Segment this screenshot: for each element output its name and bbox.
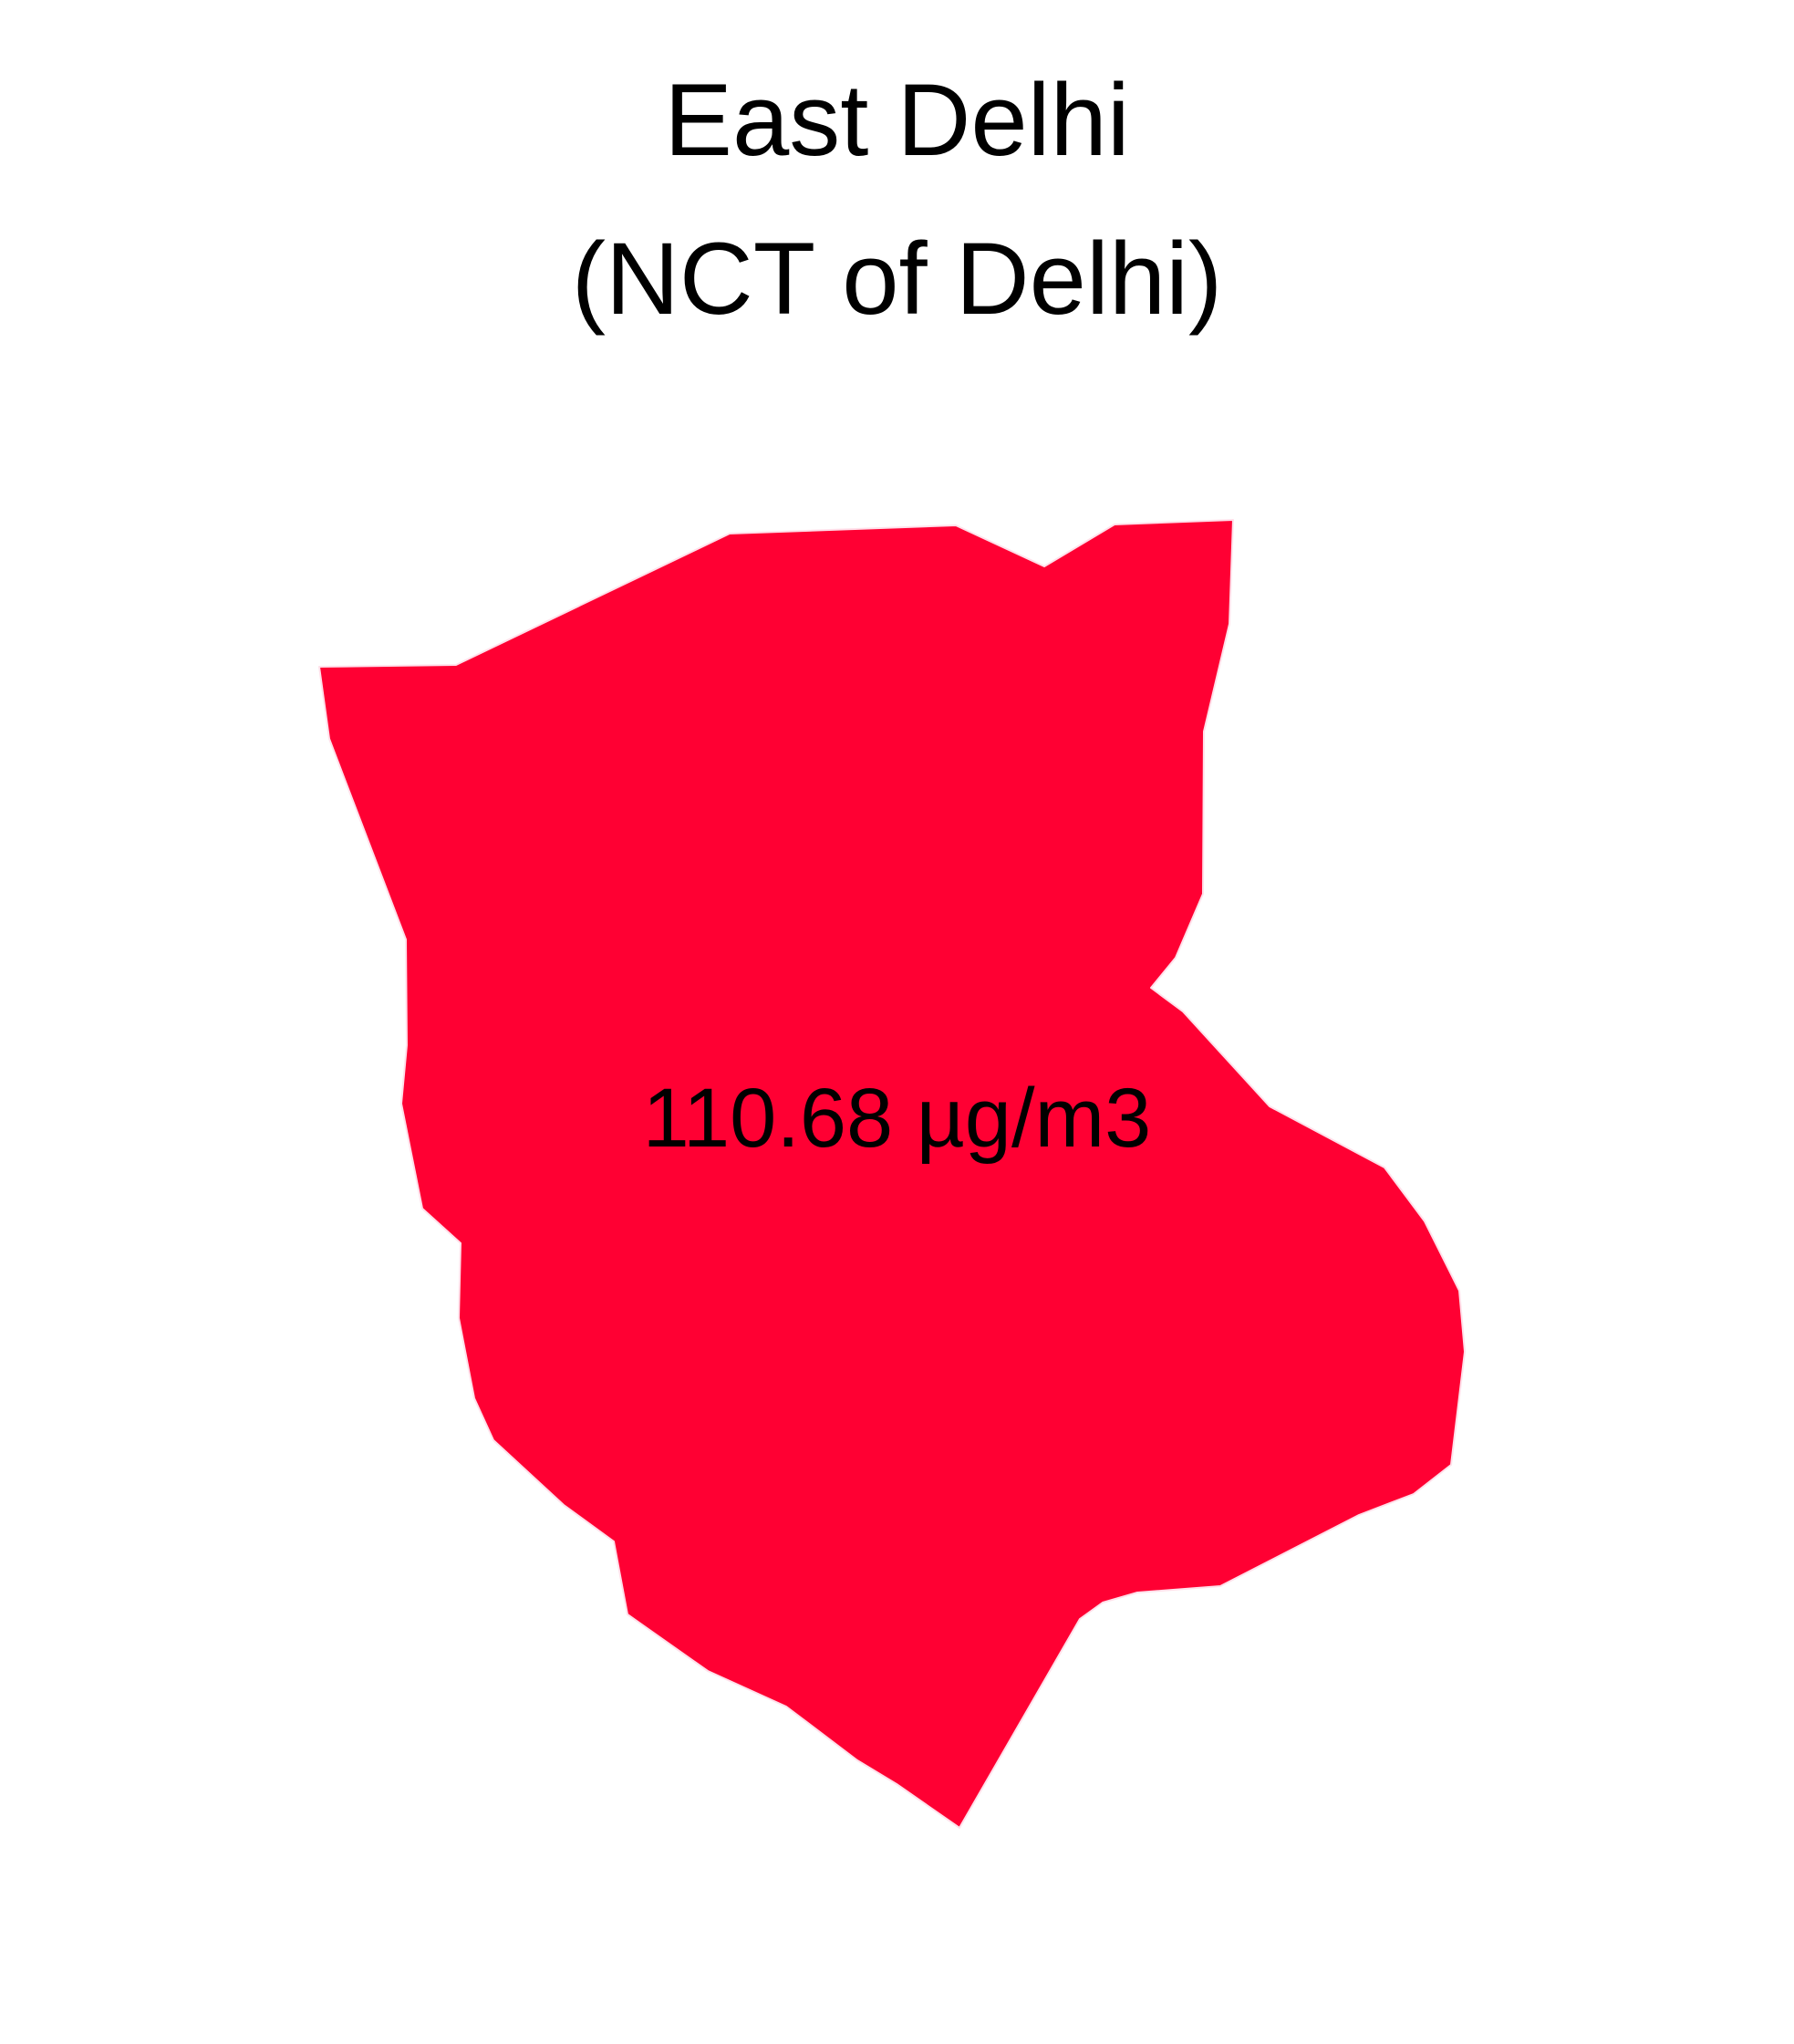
map-title: East Delhi — [664, 63, 1130, 177]
east-delhi-district-shape — [318, 519, 1466, 1829]
map-subtitle: (NCT of Delhi) — [571, 222, 1223, 336]
pm-value-label: 110.68 µg/m3 — [642, 1072, 1152, 1165]
